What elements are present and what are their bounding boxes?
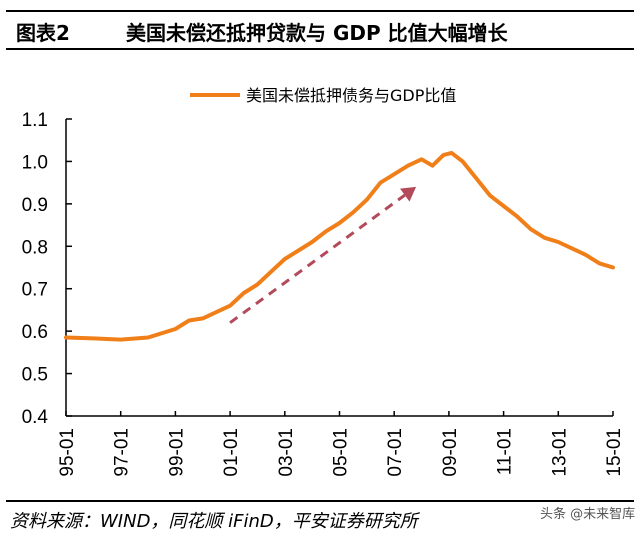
- annotation-layer: [230, 187, 416, 323]
- y-tick-label: 0.4: [22, 407, 49, 428]
- x-tick-label: 07-01: [385, 428, 406, 477]
- y-tick-label: 0.9: [22, 195, 48, 216]
- trend-arrow-head: [400, 187, 416, 202]
- x-tick-label: 01-01: [221, 428, 242, 477]
- trend-arrow-shaft: [230, 195, 405, 323]
- y-axis: 0.4 0.5 0.6 0.7 0.8 0.9 1.0 1.1: [22, 110, 72, 428]
- y-tick-label: 0.5: [22, 365, 48, 386]
- source-note: 资料来源：WIND，同花顺 iFinD，平安证券研究所: [10, 507, 418, 533]
- x-tick-label: 95-01: [57, 428, 78, 477]
- chart: 0.4 0.5 0.6 0.7 0.8 0.9 1.0 1.1 95-01 97-01 99-01…: [0, 0, 640, 500]
- x-tick-label: 13-01: [549, 428, 570, 477]
- x-tick-label: 05-01: [331, 428, 352, 477]
- legend: 美国未偿抵押债务与GDP比值: [190, 86, 456, 105]
- x-tick-label: 97-01: [112, 428, 133, 477]
- y-tick-label: 0.6: [22, 322, 48, 343]
- x-tick-label: 09-01: [440, 428, 461, 477]
- series-layer: [66, 153, 613, 340]
- y-tick-label: 1.1: [22, 110, 48, 131]
- legend-label: 美国未偿抵押债务与GDP比值: [246, 86, 456, 105]
- x-tick-label: 99-01: [166, 428, 187, 477]
- y-tick-label: 0.8: [22, 237, 48, 258]
- x-tick-label: 11-01: [495, 428, 516, 475]
- x-tick-label: 03-01: [276, 428, 297, 477]
- x-tick-label: 15-01: [604, 428, 625, 477]
- series-line: [66, 153, 613, 340]
- y-tick-label: 1.0: [22, 152, 48, 173]
- x-axis: 95-01 97-01 99-01 01-01 03-01 05-01 07-01 09-01…: [57, 411, 625, 477]
- y-tick-label: 0.7: [22, 280, 48, 301]
- source-divider: [6, 500, 634, 502]
- watermark: 头条 @未来智库: [540, 503, 635, 522]
